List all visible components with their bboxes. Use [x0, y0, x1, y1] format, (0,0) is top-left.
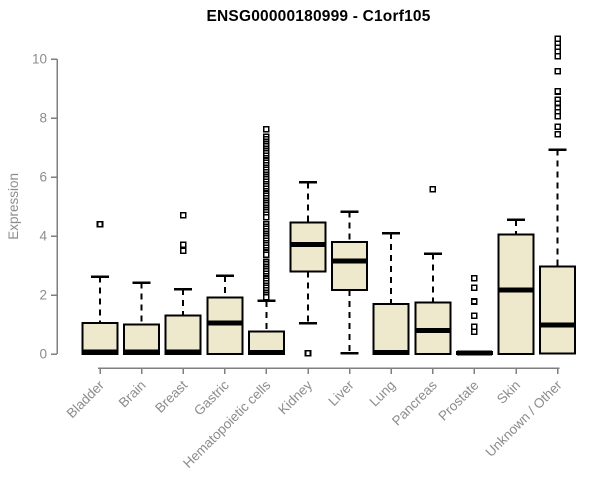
outlier-point — [554, 52, 561, 60]
y-tick-label: 8 — [39, 111, 47, 126]
box-Skin — [497, 233, 535, 355]
box-Kidney — [289, 221, 327, 273]
y-tick-label: 2 — [39, 288, 47, 303]
x-category-label: Unknown / Other — [482, 377, 565, 460]
outlier-point — [554, 112, 561, 120]
outlier-point — [179, 212, 187, 219]
box-Liver — [331, 240, 369, 291]
chart-title: ENSG00000180999 - C1orf105 — [206, 8, 431, 25]
box-Brain — [123, 323, 161, 355]
x-category-label: Kidney — [275, 377, 315, 417]
x-category-label: Breast — [152, 377, 190, 415]
outlier-point — [471, 312, 478, 319]
outlier-point — [179, 247, 187, 255]
outlier-point — [263, 251, 270, 259]
outlier-point — [471, 284, 478, 291]
x-category-label: Lung — [366, 378, 398, 410]
outlier-point — [429, 186, 437, 193]
y-tick-label: 10 — [32, 52, 47, 67]
x-category-label: Prostate — [435, 378, 481, 424]
outlier-point — [554, 123, 561, 131]
outlier-point — [263, 294, 270, 301]
outlier-point — [554, 130, 561, 138]
x-category-label: Gastric — [191, 377, 232, 418]
outlier-point — [554, 88, 561, 95]
box-Lung — [372, 302, 410, 356]
outlier-point — [263, 213, 270, 221]
box-Gastric — [206, 296, 244, 355]
outlier-point — [304, 349, 312, 357]
box-Unknown / Other — [539, 265, 577, 355]
x-category-label: Brain — [116, 378, 149, 411]
x-category-label: Pancreas — [389, 377, 440, 428]
outlier-point — [96, 220, 104, 228]
outlier-point — [554, 68, 561, 75]
x-category-label: Skin — [494, 378, 523, 407]
outlier-point — [179, 241, 187, 249]
x-category-label: Liver — [325, 377, 357, 409]
y-tick-label: 0 — [39, 347, 47, 362]
outlier-point — [471, 274, 478, 282]
y-tick-label: 4 — [39, 229, 47, 244]
outlier-point — [263, 125, 270, 133]
box-Bladder — [81, 322, 119, 355]
x-category-label: Bladder — [64, 377, 108, 421]
outlier-point — [471, 328, 478, 335]
y-tick-label: 6 — [39, 170, 47, 185]
box-Breast — [164, 314, 202, 355]
outlier-point — [471, 298, 478, 305]
